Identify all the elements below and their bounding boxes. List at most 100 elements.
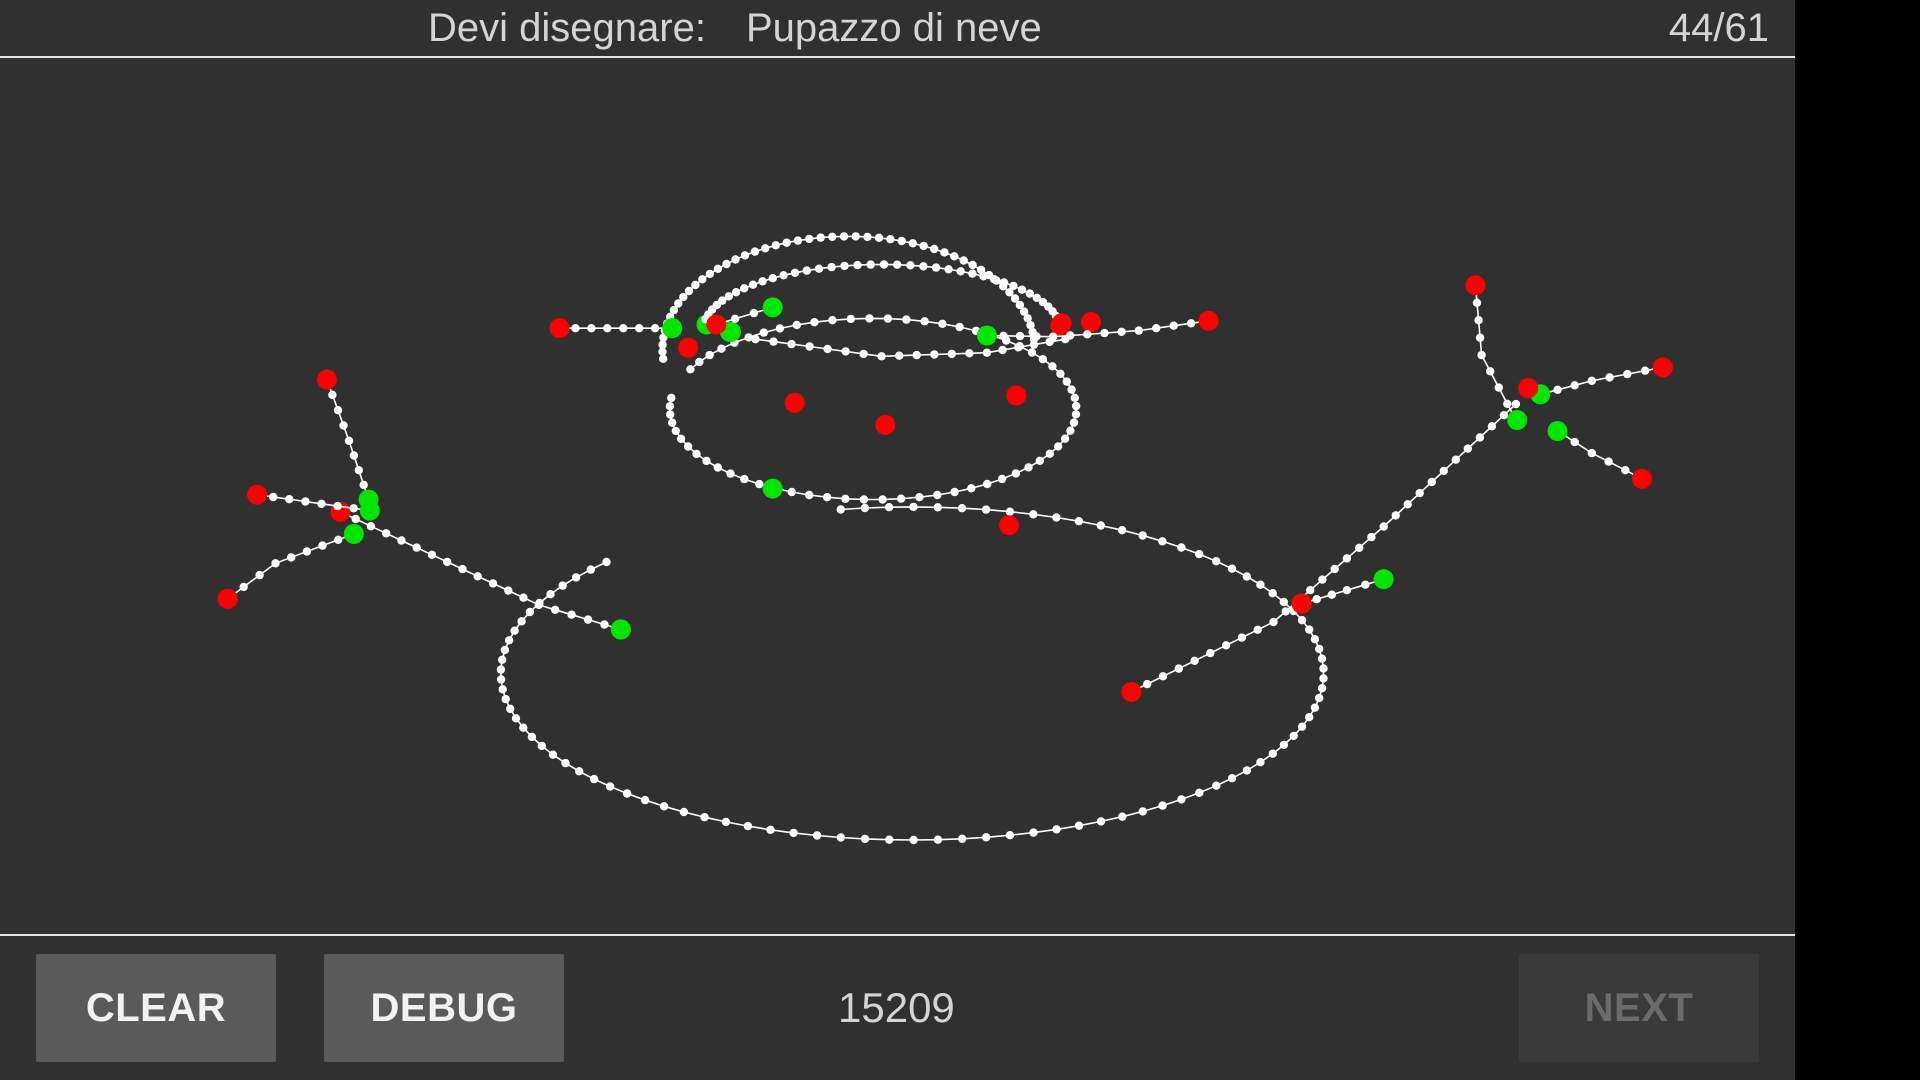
stroke-point bbox=[1070, 393, 1080, 402]
stroke-point bbox=[768, 274, 777, 283]
stroke-point bbox=[1327, 590, 1337, 599]
stroke-point bbox=[805, 342, 814, 351]
stroke-point bbox=[1048, 362, 1057, 371]
stroke-point bbox=[1317, 684, 1327, 693]
stroke-end-point bbox=[343, 523, 364, 544]
stroke-point bbox=[950, 252, 959, 261]
stroke-point bbox=[828, 316, 837, 325]
stroke-point bbox=[1117, 327, 1126, 336]
stroke-point bbox=[908, 239, 917, 248]
footer-divider bbox=[0, 934, 1795, 936]
stroke-point bbox=[1138, 531, 1147, 540]
stroke-point bbox=[1138, 807, 1148, 816]
stroke-start-point bbox=[1198, 310, 1219, 331]
stroke-point bbox=[1212, 781, 1221, 790]
stroke-point bbox=[498, 685, 507, 694]
stroke-point bbox=[1100, 328, 1109, 338]
stroke-point bbox=[982, 833, 991, 842]
stroke-point bbox=[1186, 319, 1196, 328]
stroke-point bbox=[744, 333, 753, 342]
stroke-point bbox=[999, 278, 1009, 287]
stroke-point bbox=[866, 260, 875, 269]
stroke-end-point bbox=[359, 500, 380, 521]
stroke-point bbox=[1011, 469, 1021, 478]
stroke-point bbox=[605, 782, 615, 791]
stroke-point bbox=[519, 593, 528, 602]
drawing-app: Devi disegnare: Pupazzo di neve 44/61 CL… bbox=[0, 0, 1795, 1080]
stroke-point bbox=[965, 349, 974, 358]
stroke-point bbox=[933, 490, 942, 500]
stroke-point bbox=[1253, 625, 1262, 634]
stroke-line bbox=[704, 263, 1062, 331]
stroke-point bbox=[1279, 740, 1289, 750]
stroke-point bbox=[1315, 644, 1324, 654]
stroke-point bbox=[1029, 828, 1038, 837]
stroke-point bbox=[846, 314, 855, 324]
stroke-point bbox=[879, 260, 889, 269]
stroke-point bbox=[691, 280, 700, 290]
stroke-point bbox=[527, 732, 537, 742]
next-button[interactable]: NEXT bbox=[1519, 954, 1759, 1062]
stroke-point bbox=[1570, 437, 1579, 447]
stroke-point bbox=[1242, 766, 1252, 775]
stroke-point bbox=[1174, 664, 1184, 673]
stroke-point bbox=[860, 834, 870, 844]
stroke-point bbox=[679, 807, 689, 817]
hat-left-stroke bbox=[549, 318, 683, 339]
drawing-canvas[interactable] bbox=[0, 58, 1795, 934]
stroke-start-point bbox=[217, 588, 238, 609]
stroke-point bbox=[1486, 367, 1495, 376]
stroke-point bbox=[822, 493, 832, 502]
stroke-point bbox=[740, 474, 749, 484]
stroke-point bbox=[1605, 373, 1614, 382]
stroke-point bbox=[1005, 288, 1014, 297]
stroke-point bbox=[828, 232, 837, 241]
stroke-point bbox=[458, 564, 467, 574]
stroke-point bbox=[1032, 293, 1042, 302]
stroke-point bbox=[841, 494, 850, 503]
stroke-point bbox=[269, 492, 278, 502]
stroke-point bbox=[1048, 332, 1058, 341]
stroke-point bbox=[981, 505, 991, 514]
stroke-start-point bbox=[1291, 593, 1312, 614]
stroke-point bbox=[650, 324, 660, 333]
stroke-point bbox=[567, 610, 576, 619]
stroke-point bbox=[339, 421, 348, 430]
stroke-point bbox=[1553, 385, 1562, 394]
stroke-point bbox=[1623, 369, 1632, 379]
stroke-start-point bbox=[1632, 468, 1653, 489]
stroke-point bbox=[1474, 316, 1483, 325]
stroke-point bbox=[1190, 656, 1199, 665]
stroke-point bbox=[909, 502, 918, 512]
stroke-point bbox=[731, 255, 740, 264]
stroke-point bbox=[1379, 522, 1388, 531]
stroke-point bbox=[1024, 463, 1033, 472]
stroke-point bbox=[1074, 821, 1084, 830]
stroke-point bbox=[318, 541, 327, 550]
stroke-point bbox=[1071, 410, 1081, 419]
stroke-point bbox=[999, 331, 1008, 340]
stroke-point bbox=[1026, 321, 1035, 330]
stroke-point bbox=[488, 579, 498, 588]
stroke-point bbox=[496, 675, 506, 684]
stroke-point bbox=[602, 557, 611, 567]
stroke-point bbox=[1361, 580, 1370, 589]
clear-button[interactable]: CLEAR bbox=[36, 954, 276, 1062]
stroke-point bbox=[1052, 513, 1061, 522]
stroke-point bbox=[692, 449, 701, 459]
stroke-point bbox=[1427, 477, 1437, 487]
stroke-point bbox=[1391, 511, 1400, 520]
stroke-point bbox=[810, 318, 819, 327]
stroke-point bbox=[705, 269, 714, 279]
stroke-point bbox=[1169, 321, 1178, 330]
stroke-point bbox=[255, 570, 264, 580]
stroke-point bbox=[789, 828, 798, 838]
stroke-start-point bbox=[247, 484, 268, 505]
stroke-point bbox=[983, 479, 992, 489]
stroke-point bbox=[511, 714, 521, 723]
debug-button[interactable]: DEBUG bbox=[324, 954, 564, 1062]
right-hand-mid-stroke bbox=[1530, 357, 1673, 405]
stroke-point bbox=[498, 655, 507, 664]
stroke-point bbox=[1158, 537, 1167, 546]
stroke-point bbox=[1038, 355, 1048, 364]
